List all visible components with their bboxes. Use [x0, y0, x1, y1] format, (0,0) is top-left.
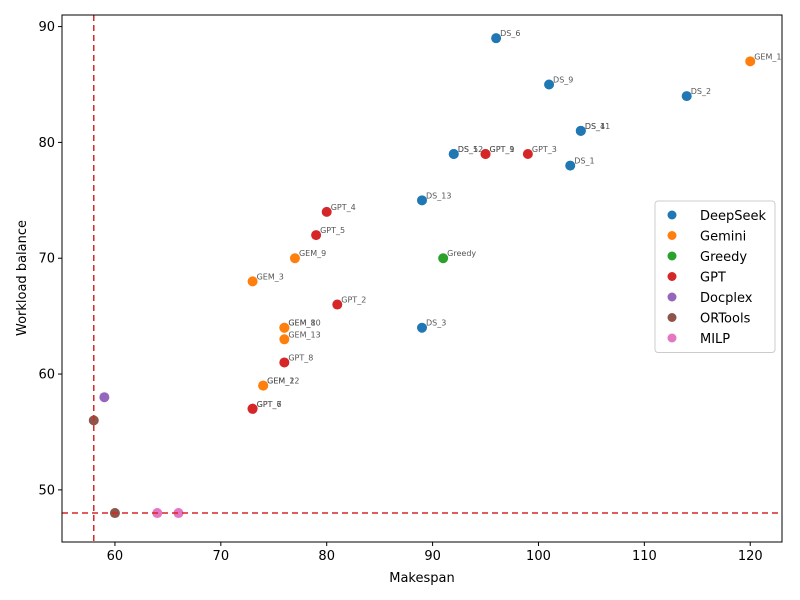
- point-label-gemini-3: GEM_10: [288, 319, 320, 328]
- point-label-deepseek-8: DS_13: [426, 191, 451, 200]
- point-label-gemini-4: GEM_8: [288, 319, 315, 328]
- x-tick-label: 120: [738, 549, 763, 564]
- point-gemini-4: [279, 322, 290, 333]
- point-label-deepseek-3: DS_11: [585, 122, 610, 131]
- point-gpt-4: [311, 230, 322, 241]
- x-axis-label: Makespan: [389, 571, 454, 586]
- point-gemini-0: [745, 56, 756, 67]
- point-label-deepseek-6: DS_5: [458, 145, 478, 154]
- point-label-gpt-1: GPT_9: [490, 145, 515, 154]
- point-gemini-2: [247, 276, 258, 287]
- point-greedy-0: [438, 253, 449, 264]
- point-deepseek-9: [417, 322, 427, 333]
- point-label-gpt-7: GPT_6: [257, 400, 282, 409]
- point-gpt-6: [279, 357, 290, 368]
- y-tick-label: 90: [38, 20, 55, 35]
- point-label-greedy-0: Greedy: [447, 249, 476, 258]
- x-tick-label: 90: [424, 549, 441, 564]
- point-label-gemini-1: GEM_9: [299, 249, 326, 258]
- point-label-deepseek-9: DS_3: [426, 319, 446, 328]
- point-deepseek-2: [681, 91, 692, 102]
- point-label-gpt-2: GPT_3: [532, 145, 557, 154]
- x-tick-label: 60: [107, 549, 124, 564]
- point-label-deepseek-7: DS_1: [574, 157, 594, 166]
- point-label-deepseek-2: DS_2: [691, 87, 711, 96]
- y-tick-label: 70: [38, 252, 55, 267]
- point-milp-1: [173, 508, 184, 519]
- legend-marker-deepseek: [667, 210, 677, 220]
- x-tick-label: 100: [526, 549, 551, 564]
- point-gemini-7: [258, 380, 269, 391]
- point-label-gemini-5: GEM_13: [288, 330, 320, 339]
- point-gemini-5: [279, 334, 290, 345]
- point-label-gpt-6: GPT_8: [288, 353, 313, 362]
- plot-frame: [61, 14, 783, 543]
- point-label-deepseek-1: DS_9: [553, 75, 573, 84]
- legend-marker-gemini: [667, 231, 677, 240]
- point-label-deepseek-0: DS_6: [500, 29, 520, 38]
- point-gpt-8: [247, 403, 258, 414]
- y-axis: 50 60 70 80 90: [38, 20, 62, 498]
- legend-marker-docplex: [667, 292, 677, 302]
- x-axis: 60 70 80 90 100 110 120: [107, 542, 763, 564]
- legend-label-docplex: Docplex: [700, 291, 753, 306]
- y-tick-label: 80: [38, 136, 55, 151]
- legend-label-greedy: Greedy: [700, 250, 747, 265]
- point-label-gpt-8: GPT_7: [257, 400, 282, 409]
- point-label-gemini-0: GEM_1: [754, 52, 781, 61]
- x-tick-label: 80: [318, 549, 335, 564]
- legend: DeepSeek Gemini Greedy GPT Docplex ORTools MIL…: [654, 200, 776, 353]
- y-tick-label: 60: [38, 368, 55, 383]
- point-gpt-1: [480, 148, 491, 159]
- point-label-gemini-2: GEM_3: [257, 272, 284, 281]
- point-label-gpt-5: GPT_2: [341, 296, 366, 305]
- point-label-gpt-0: GPT_1: [490, 145, 515, 154]
- point-gpt-5: [332, 299, 343, 310]
- x-tick-label: 110: [632, 549, 657, 564]
- legend-marker-ortools: [667, 313, 677, 322]
- legend-marker-gpt: [667, 272, 677, 281]
- y-tick-label: 50: [38, 483, 55, 498]
- legend-label-gpt: GPT: [700, 271, 726, 286]
- legend-label-deepseek: DeepSeek: [700, 209, 767, 224]
- point-label-deepseek-5: DS_12: [458, 145, 483, 154]
- x-tick-label: 70: [213, 549, 230, 564]
- point-deepseek-4: [575, 125, 586, 136]
- point-gpt-2: [522, 148, 533, 159]
- point-gpt-3: [321, 206, 332, 217]
- point-label-gemini-6: GEM_12: [267, 377, 299, 386]
- legend-marker-greedy: [667, 251, 677, 261]
- point-deepseek-0: [491, 33, 502, 44]
- point-deepseek-1: [544, 79, 555, 90]
- point-deepseek-6: [448, 148, 459, 159]
- point-label-deepseek-4: DS_4: [585, 122, 605, 131]
- legend-label-milp: MILP: [700, 332, 730, 347]
- legend-label-ortools: ORTools: [700, 312, 751, 327]
- legend-box: [654, 200, 776, 353]
- point-deepseek-8: [417, 195, 427, 206]
- point-label-gemini-7: GEM_2: [267, 377, 294, 386]
- legend-label-gemini: Gemini: [700, 230, 746, 245]
- point-label-gpt-3: GPT_4: [331, 203, 356, 212]
- y-axis-label: Workload balance: [15, 220, 30, 336]
- point-gemini-1: [289, 253, 300, 264]
- point-deepseek-7: [565, 160, 576, 171]
- point-label-gpt-4: GPT_5: [320, 226, 345, 235]
- point-docplex-0: [99, 392, 110, 403]
- legend-marker-milp: [667, 333, 677, 343]
